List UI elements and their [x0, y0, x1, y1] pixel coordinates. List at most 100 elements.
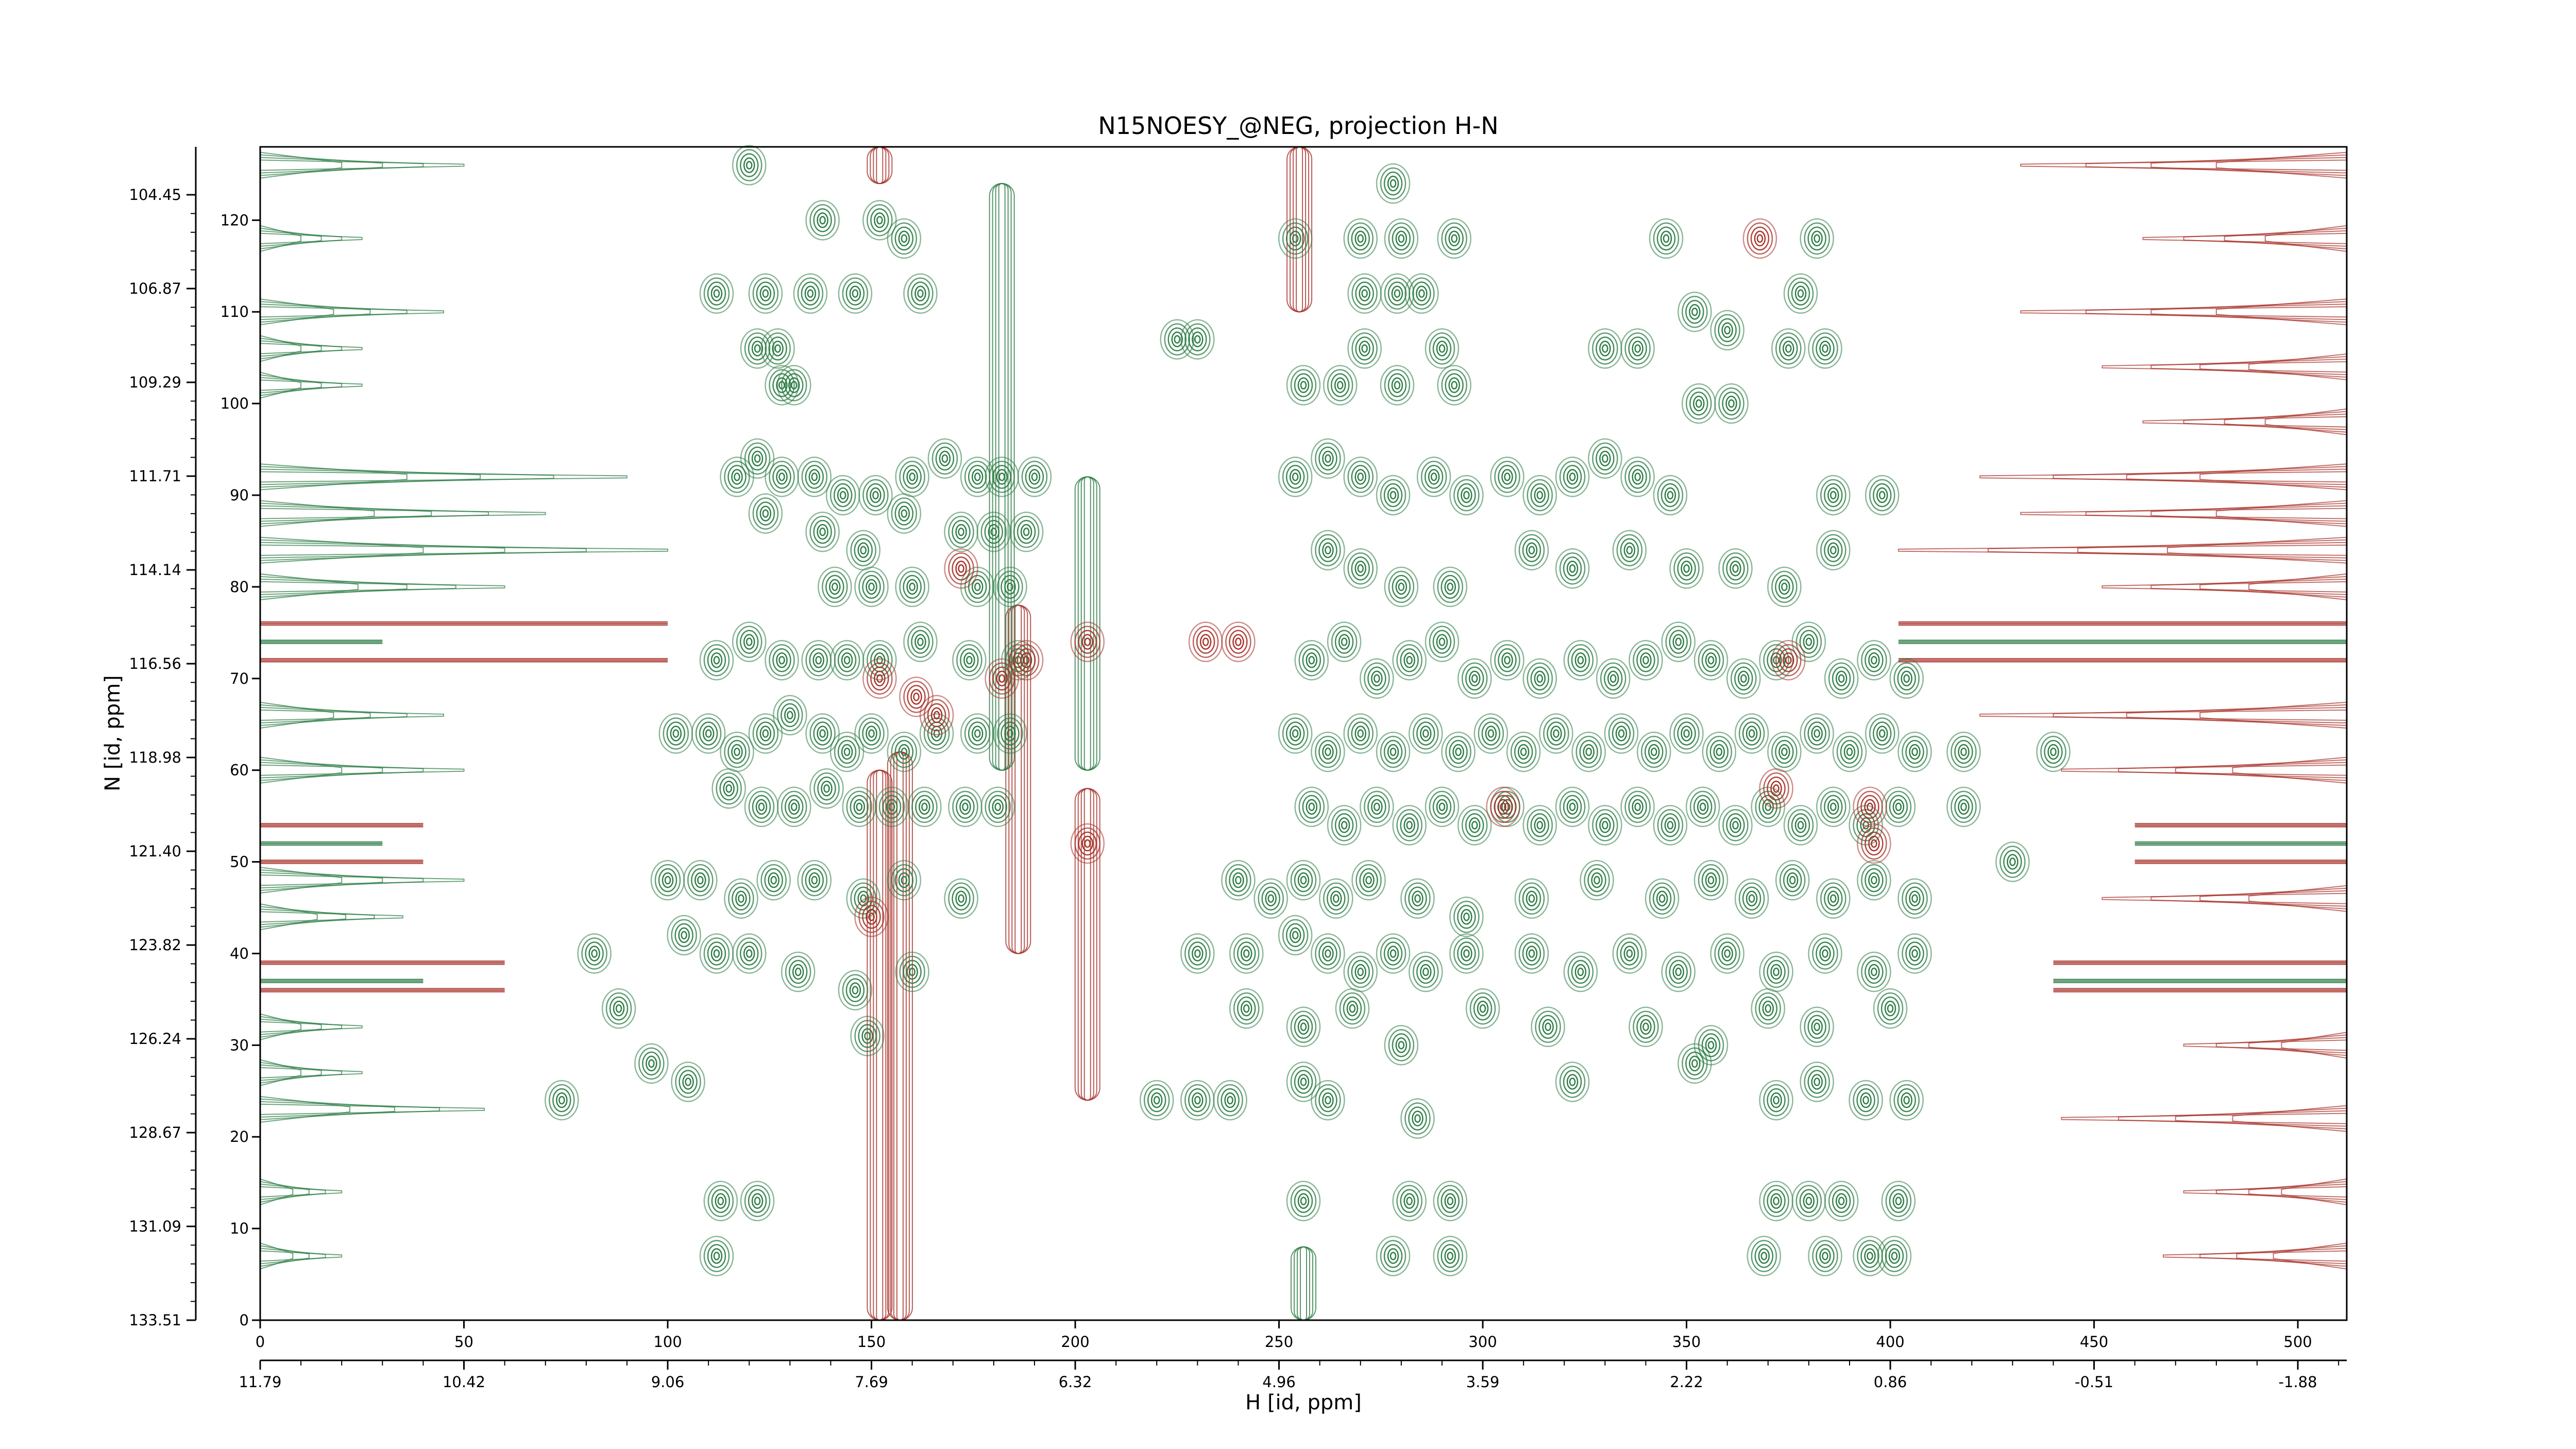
x-index-tick-label: 500 [2283, 1333, 2312, 1351]
x-index-tick-label: 0 [256, 1333, 265, 1351]
peak-negative [1221, 621, 1256, 662]
peak-positive [1360, 786, 1394, 828]
peak-negative [1009, 639, 1044, 681]
peak-positive [797, 860, 832, 901]
y-ppm-tick-label: 131.09 [129, 1218, 181, 1235]
y-index-tick-label: 70 [230, 670, 249, 687]
peak-positive [1693, 860, 1728, 901]
y-index-tick-label: 20 [230, 1128, 249, 1145]
peak-positive [1849, 1080, 1883, 1121]
y-index-axis: 0 10 20 30 40 50 60 70 80 90 100 110 120 [221, 211, 260, 1329]
peak-positive [895, 566, 929, 608]
peak-positive [1775, 860, 1810, 901]
peak-positive [1767, 731, 1802, 772]
peak-positive [1653, 475, 1688, 516]
peak-positive [773, 695, 807, 736]
peak-positive [1294, 786, 1329, 828]
y-ppm-tick-label: 121.40 [129, 843, 181, 860]
peak-positive [1490, 639, 1524, 681]
chart-title: N15NOESY_@NEG, projection H-N [1098, 112, 1498, 140]
x-index-tick-label: 350 [1672, 1333, 1701, 1351]
peak-positive [1009, 511, 1044, 552]
y-axis-label: N [id, ppm] [101, 675, 125, 791]
peak-positive [980, 786, 1015, 828]
peak-positive [1897, 731, 1932, 772]
x-index-tick-label: 450 [2080, 1333, 2108, 1351]
peak-positive [1677, 291, 1712, 332]
peak-positive [1693, 639, 1728, 681]
peak-positive [829, 731, 865, 772]
peak-positive [699, 1236, 734, 1276]
peak-positive [1897, 933, 1932, 974]
peak-positive [1669, 713, 1704, 754]
peak-positive [993, 566, 1027, 608]
x-ppm-tick-label: -0.51 [2075, 1373, 2113, 1391]
peak-positive [805, 713, 840, 754]
peak-positive [1180, 319, 1215, 360]
x-ppm-tick-label: 7.69 [855, 1373, 888, 1391]
peak-positive [1759, 1080, 1793, 1121]
peak-positive [1180, 933, 1215, 974]
y-ppm-tick-label: 118.98 [129, 749, 181, 766]
peak-positive [862, 200, 897, 241]
peak-positive [1409, 713, 1443, 754]
peak-positive [1384, 218, 1419, 259]
peak-positive [1139, 1080, 1174, 1121]
peak-positive [903, 621, 938, 662]
peak-positive [1392, 805, 1427, 846]
x-ppm-tick-label: 3.59 [1466, 1373, 1500, 1391]
peak-positive [1629, 1006, 1663, 1047]
peak-positive [887, 218, 922, 259]
peak-positive [1376, 475, 1411, 516]
peak-negative [1759, 768, 1793, 809]
peak-positive [1857, 639, 1891, 681]
peak-positive [1571, 731, 1606, 772]
peak-positive [1380, 365, 1415, 406]
peak-positive [703, 1181, 738, 1221]
y-ppm-tick-label: 109.29 [129, 374, 181, 391]
peak-negative [1771, 639, 1806, 681]
plot-frame [259, 146, 2348, 1321]
peak-negative [862, 658, 897, 699]
peak-positive [1620, 328, 1655, 369]
peak-positive [1832, 731, 1867, 772]
peak-positive [1425, 786, 1460, 828]
peak-positive [683, 860, 718, 901]
peak-positive [1522, 475, 1557, 516]
peak-positive [1522, 805, 1557, 846]
peak-positive [1335, 988, 1370, 1029]
x-ppm-tick-label: 11.79 [239, 1373, 281, 1391]
peak-positive [711, 768, 746, 809]
peak-positive [1710, 933, 1744, 974]
peak-positive [850, 1016, 885, 1056]
peak-positive [720, 457, 754, 497]
peak-positive [1865, 475, 1900, 516]
peak-positive [760, 328, 795, 369]
peak-positive [1677, 1043, 1712, 1084]
y-index-tick-label: 100 [221, 395, 249, 412]
peak-negative [944, 548, 978, 589]
y-index-tick-label: 110 [221, 303, 249, 321]
peak-positive [740, 438, 775, 479]
peak-positive [1816, 530, 1851, 570]
peak-negative [1070, 823, 1105, 864]
peak-positive [1360, 658, 1394, 699]
peak-positive [1612, 933, 1647, 974]
y-ppm-tick-label: 114.14 [129, 561, 181, 579]
peak-negative [1070, 621, 1105, 662]
x-index-axis: 0 50 100 150 200 250 300 350 400 450 500 [256, 1320, 2312, 1351]
peak-positive [1645, 878, 1680, 919]
peak-positive [887, 493, 922, 534]
peak-negative [899, 677, 934, 717]
x-ppm-tick-label: 10.42 [443, 1373, 485, 1391]
peak-positive [1433, 1181, 1468, 1221]
peak-positive [1946, 731, 1981, 772]
peak-positive [1653, 805, 1688, 846]
peak-positive [1649, 218, 1684, 259]
peak-positive [1433, 566, 1468, 608]
streak-positive [260, 639, 2347, 644]
peak-positive [1278, 713, 1313, 754]
peak-positive [858, 475, 893, 516]
peak-positive [2036, 731, 2071, 772]
